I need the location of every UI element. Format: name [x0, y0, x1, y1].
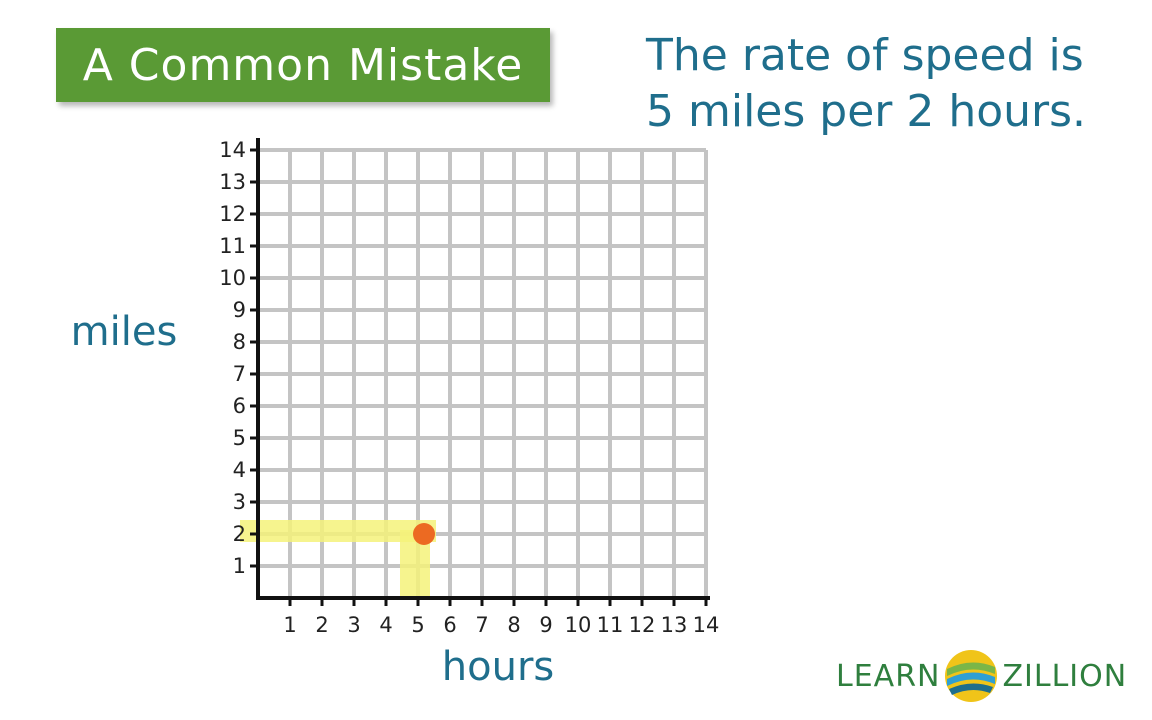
chart-points	[413, 523, 435, 545]
y-axis-label: miles	[71, 309, 178, 355]
y-tick-label: 9	[233, 298, 246, 322]
x-tick-label: 11	[597, 613, 624, 637]
y-tick-label: 12	[219, 202, 246, 226]
x-tick-label: 13	[661, 613, 688, 637]
y-tick-label: 14	[219, 138, 246, 162]
logo-text-learn: LEARN	[836, 658, 941, 694]
rate-note-line-1: The rate of speed is	[646, 30, 1084, 81]
rate-note-line-2: 5 miles per 2 hours.	[646, 86, 1087, 137]
y-tick-label: 5	[233, 426, 246, 450]
data-point	[413, 523, 435, 545]
y-tick-label: 2	[233, 522, 246, 546]
x-tick-label: 4	[379, 613, 392, 637]
y-tick-label: 1	[233, 554, 246, 578]
logo-text-zillion: ZILLION	[1002, 658, 1128, 694]
x-axis-label: hours	[442, 644, 554, 690]
y-tick-label: 3	[233, 490, 246, 514]
logo-swirl-icon	[945, 650, 998, 702]
y-tick-label: 7	[233, 362, 246, 386]
x-tick-label: 14	[693, 613, 720, 637]
x-tick-label: 2	[315, 613, 328, 637]
x-tick-label: 10	[565, 613, 592, 637]
title-text: A Common Mistake	[82, 39, 524, 91]
y-tick-label: 4	[233, 458, 246, 482]
title-banner: A Common Mistake	[56, 28, 550, 102]
y-tick-label: 6	[233, 394, 246, 418]
x-tick-label: 8	[507, 613, 520, 637]
x-tick-label: 6	[443, 613, 456, 637]
x-tick-label: 7	[475, 613, 488, 637]
x-tick-label: 3	[347, 613, 360, 637]
learnzillion-logo: LEARN ZILLION	[836, 646, 1127, 706]
chart-highlight-guides	[240, 520, 436, 598]
x-tick-label: 1	[283, 613, 296, 637]
horizontal-highlight-guide	[240, 520, 436, 542]
rate-note: The rate of speed is 5 miles per 2 hours…	[646, 28, 1116, 140]
x-tick-label: 5	[411, 613, 424, 637]
y-tick-label: 10	[219, 266, 246, 290]
y-tick-label: 13	[219, 170, 246, 194]
y-tick-label: 11	[219, 234, 246, 258]
x-tick-label: 12	[629, 613, 656, 637]
x-tick-label: 9	[539, 613, 552, 637]
y-tick-label: 8	[233, 330, 246, 354]
